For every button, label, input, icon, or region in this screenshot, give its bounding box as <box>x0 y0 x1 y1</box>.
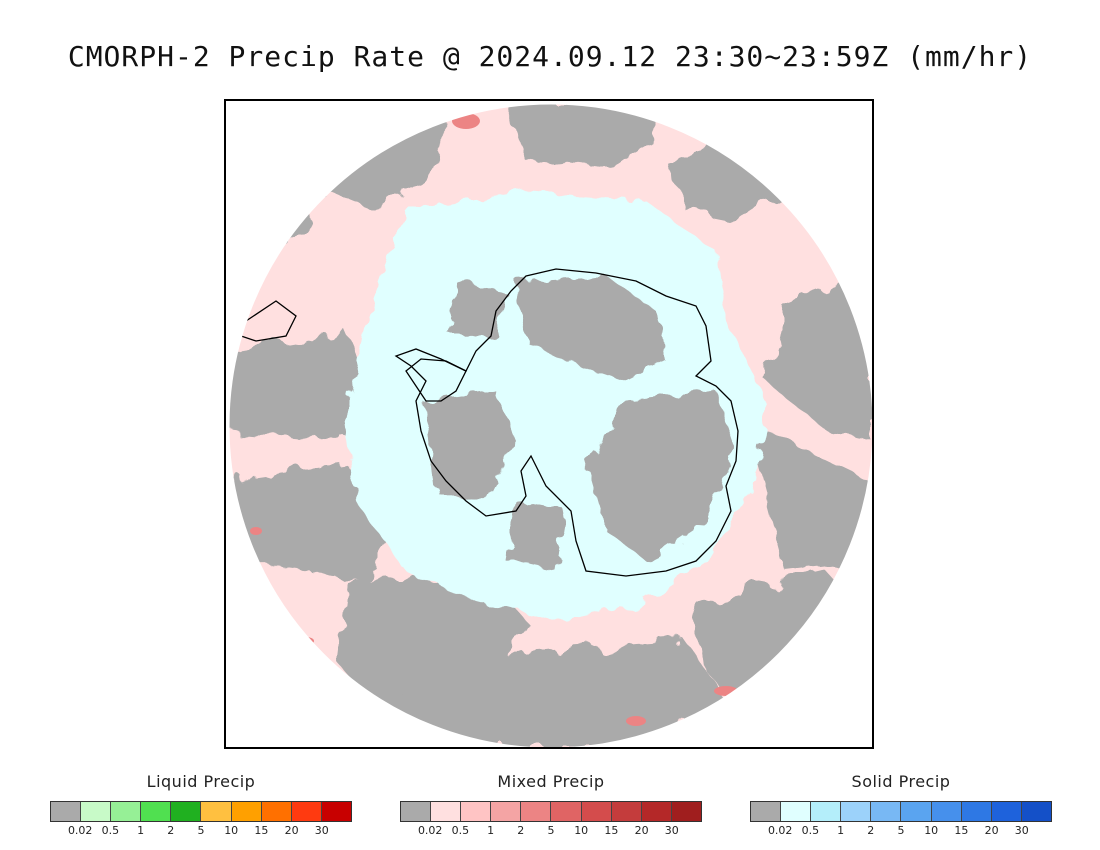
tick-label: 15 <box>604 824 619 837</box>
color-swatch <box>201 802 232 821</box>
tick-labels: 0.02 0.5 1 2 5 10 15 20 30 <box>400 824 702 840</box>
tick-label: 0.02 <box>417 824 443 837</box>
color-swatch <box>141 802 172 821</box>
color-swatch <box>871 802 902 821</box>
disc-edge <box>228 103 872 747</box>
color-swatch <box>81 802 112 821</box>
color-swatch <box>431 802 462 821</box>
tick-label: 1 <box>837 824 845 837</box>
color-swatch <box>491 802 522 821</box>
map-title: CMORPH-2 Precip Rate @ 2024.09.12 23:30~… <box>67 40 1033 73</box>
precip-map <box>228 103 872 747</box>
tick-label: 20 <box>284 824 299 837</box>
tick-label: 1 <box>137 824 145 837</box>
legend-title: Mixed Precip <box>497 772 605 791</box>
tick-label: 0.5 <box>451 824 470 837</box>
color-swatch <box>841 802 872 821</box>
tick-label: 30 <box>314 824 329 837</box>
tick-label: 0.02 <box>767 824 793 837</box>
tick-label: 15 <box>954 824 969 837</box>
color-swatch <box>751 802 782 821</box>
tick-label: 2 <box>167 824 175 837</box>
tick-label: 10 <box>224 824 239 837</box>
tick-label: 15 <box>254 824 269 837</box>
color-swatch <box>611 802 642 821</box>
color-swatch <box>811 802 842 821</box>
tick-label: 10 <box>924 824 939 837</box>
color-swatch <box>51 802 82 821</box>
tick-labels: 0.02 0.5 1 2 5 10 15 20 30 <box>50 824 352 840</box>
color-swatch <box>111 802 142 821</box>
color-swatch <box>261 802 292 821</box>
map-frame <box>224 99 874 749</box>
tick-label: 0.5 <box>801 824 820 837</box>
color-swatch <box>671 802 701 821</box>
color-swatch <box>1021 802 1051 821</box>
tick-label: 5 <box>897 824 905 837</box>
tick-label: 5 <box>197 824 205 837</box>
color-swatch <box>321 802 351 821</box>
tick-label: 0.02 <box>67 824 93 837</box>
color-swatch <box>231 802 262 821</box>
tick-label: 2 <box>867 824 875 837</box>
tick-label: 20 <box>634 824 649 837</box>
color-swatch <box>461 802 492 821</box>
tick-label: 30 <box>1014 824 1029 837</box>
color-swatch <box>961 802 992 821</box>
tick-label: 1 <box>487 824 495 837</box>
color-swatch <box>901 802 932 821</box>
color-scale <box>750 801 1052 822</box>
tick-label: 0.5 <box>101 824 120 837</box>
legend-title: Solid Precip <box>851 772 951 791</box>
antarctic-trace-patches <box>426 276 736 571</box>
color-swatch <box>931 802 962 821</box>
color-scale <box>50 801 352 822</box>
color-scale <box>400 801 702 822</box>
tick-label: 2 <box>517 824 525 837</box>
tick-label: 20 <box>984 824 999 837</box>
color-swatch <box>781 802 812 821</box>
antarctica-coastline <box>394 268 739 577</box>
legend-title: Liquid Precip <box>146 772 256 791</box>
color-swatch <box>171 802 202 821</box>
antarctic-peninsula-coastline <box>405 358 467 402</box>
color-swatch <box>521 802 552 821</box>
color-swatch <box>991 802 1022 821</box>
color-swatch <box>641 802 672 821</box>
tick-label: 30 <box>664 824 679 837</box>
legend-solid-precip: Solid Precip 0.02 0.5 1 2 5 10 15 20 30 <box>750 772 1052 840</box>
tick-labels: 0.02 0.5 1 2 5 10 15 20 30 <box>750 824 1052 840</box>
color-swatch <box>401 802 432 821</box>
precip-disc <box>229 104 872 747</box>
color-swatch <box>291 802 322 821</box>
legend-mixed-precip: Mixed Precip 0.02 0.5 1 2 5 10 15 20 30 <box>400 772 702 840</box>
color-swatch <box>581 802 612 821</box>
tick-label: 5 <box>547 824 555 837</box>
color-swatch <box>551 802 582 821</box>
legend-liquid-precip: Liquid Precip 0.02 0.5 1 2 5 10 15 20 30 <box>50 772 352 840</box>
tick-label: 10 <box>574 824 589 837</box>
